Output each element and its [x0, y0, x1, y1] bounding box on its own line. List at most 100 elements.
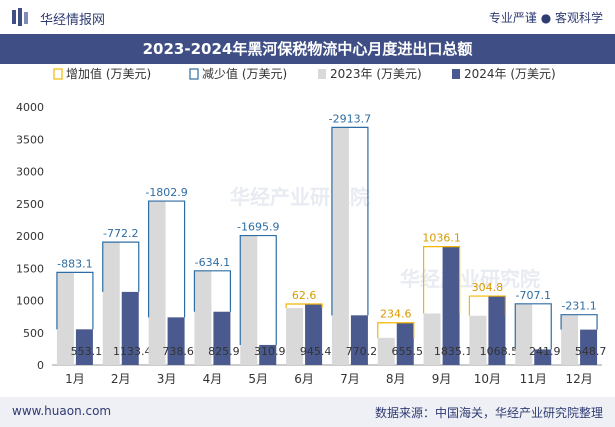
bar-2024: [442, 246, 460, 365]
bar-2023: [469, 315, 487, 365]
change-label: -1695.9: [237, 221, 279, 234]
value-label-2024: 945.4: [300, 345, 332, 358]
x-tick-label: 4月: [203, 372, 223, 386]
value-label-2024: 548.7: [575, 345, 607, 358]
decrease-bracket: [514, 303, 552, 350]
bar-2024: [396, 322, 414, 365]
legend-label: 增加值 (万美元): [66, 66, 151, 81]
tagline: 专业严谨 ● 客观科学: [488, 11, 603, 25]
x-tick-label: 8月: [386, 372, 406, 386]
legend-label: 2023年 (万美元): [330, 67, 422, 81]
bar-2023: [240, 235, 258, 365]
bar-2023: [515, 303, 533, 365]
value-label-2024: 553.1: [71, 345, 103, 358]
value-label-2024: 241.9: [529, 345, 561, 358]
change-label: -707.1: [516, 289, 551, 302]
y-tick-label: 500: [23, 327, 44, 340]
change-label: -2913.7: [329, 112, 371, 125]
bar-2023: [148, 201, 166, 365]
y-tick-label: 4000: [16, 101, 44, 114]
brand-name: 华经情报网: [40, 13, 106, 28]
bar-2023: [286, 308, 304, 365]
bar-2023: [331, 127, 349, 365]
bar-2023: [56, 272, 74, 365]
increase-bracket: [285, 303, 323, 309]
x-tick-label: 5月: [248, 372, 268, 386]
change-label: -634.1: [195, 256, 230, 269]
x-tick-label: 9月: [432, 372, 452, 386]
top-bar: 华经情报网 专业严谨 ● 客观科学: [0, 0, 615, 34]
value-label-2024: 310.9: [254, 345, 286, 358]
y-tick-label: 0: [37, 359, 44, 372]
value-label-2024: 770.2: [346, 345, 378, 358]
change-label: -231.1: [561, 300, 596, 313]
x-tick-label: 2月: [111, 372, 131, 386]
watermark-text: 华经产业研究院: [400, 267, 540, 291]
legend-swatch-decrease: [189, 68, 199, 80]
value-label-2024: 655.5: [392, 345, 424, 358]
change-label: -772.2: [103, 227, 138, 240]
change-label: 1036.1: [422, 232, 461, 245]
bar-2023: [194, 270, 212, 365]
decrease-bracket: [193, 270, 232, 312]
y-tick-label: 3000: [16, 166, 44, 179]
legend-swatch-2024: [452, 69, 460, 79]
x-tick-label: 12月: [565, 372, 592, 386]
logo-icon: [12, 8, 28, 26]
bar-2024: [167, 317, 185, 365]
bar-2024: [488, 296, 506, 365]
legend-swatch-2023: [318, 69, 326, 79]
decrease-bracket: [102, 241, 140, 292]
bar-2023: [102, 242, 120, 365]
y-tick-label: 1500: [16, 262, 44, 275]
decrease-bracket: [560, 314, 598, 330]
change-label: 234.6: [380, 308, 412, 321]
value-label-2024: 825.9: [208, 345, 240, 358]
y-tick-label: 3500: [16, 133, 44, 146]
increase-bracket: [422, 246, 461, 314]
watermark-text: 华经产业研究院: [230, 185, 370, 209]
x-tick-label: 3月: [157, 372, 177, 386]
decrease-bracket: [239, 234, 277, 345]
y-tick-label: 1000: [16, 295, 44, 308]
bar-2023: [561, 314, 579, 365]
bar-2024: [534, 349, 552, 365]
decrease-bracket: [56, 271, 94, 330]
x-tick-label: 11月: [520, 372, 547, 386]
footer-bar: [0, 397, 615, 427]
y-tick-label: 2500: [16, 198, 44, 211]
decrease-bracket: [331, 126, 369, 316]
change-label: 62.6: [292, 289, 317, 302]
bar-2024: [259, 344, 277, 365]
bar-2024: [75, 329, 93, 365]
legend-swatch-increase: [53, 68, 63, 80]
bar-2024: [305, 304, 323, 365]
bar-2024: [580, 329, 598, 365]
chart-title: 2023-2024年黑河保税物流中心月度进出口总额: [0, 34, 615, 64]
change-label: 304.8: [472, 281, 504, 294]
bar-2024: [213, 311, 231, 365]
bar-2023: [423, 313, 441, 365]
site-url[interactable]: www.huaon.com: [12, 404, 112, 418]
increase-bracket: [468, 295, 507, 316]
legend-label: 2024年 (万美元): [464, 67, 556, 81]
change-label: -1802.9: [145, 186, 187, 199]
legend-label: 减少值 (万美元): [202, 66, 287, 81]
bar-2023: [377, 337, 395, 365]
y-tick-label: 2000: [16, 230, 44, 243]
x-tick-label: 7月: [340, 372, 360, 386]
x-tick-label: 10月: [474, 372, 501, 386]
bar-2024: [350, 315, 368, 365]
x-tick-label: 6月: [294, 372, 314, 386]
bar-2024: [121, 291, 139, 365]
value-label-2024: 1068.5: [480, 345, 519, 358]
value-label-2024: 738.6: [162, 345, 194, 358]
value-label-2024: 1835.1: [434, 345, 473, 358]
x-tick-label: 1月: [65, 372, 85, 386]
decrease-bracket: [147, 200, 186, 318]
change-label: -883.1: [57, 257, 92, 270]
value-label-2024: 1133.4: [113, 345, 152, 358]
data-source: 数据来源：中国海关，华经产业研究院整理: [374, 406, 603, 420]
increase-bracket: [377, 322, 415, 338]
